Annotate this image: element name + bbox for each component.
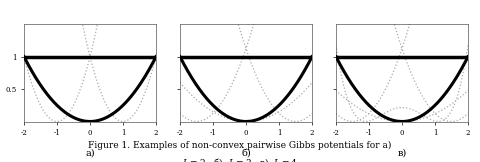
Text: Figure 1. Examples of non-convex pairwise Gibbs potentials for a): Figure 1. Examples of non-convex pairwis… xyxy=(88,141,392,150)
Text: $L = 2$ ; б)  $L = 3$ ; в)  $L = 4$: $L = 2$ ; б) $L = 3$ ; в) $L = 4$ xyxy=(182,157,298,162)
Text: в): в) xyxy=(397,149,407,158)
Text: a): a) xyxy=(85,149,95,158)
Text: б): б) xyxy=(241,149,251,158)
